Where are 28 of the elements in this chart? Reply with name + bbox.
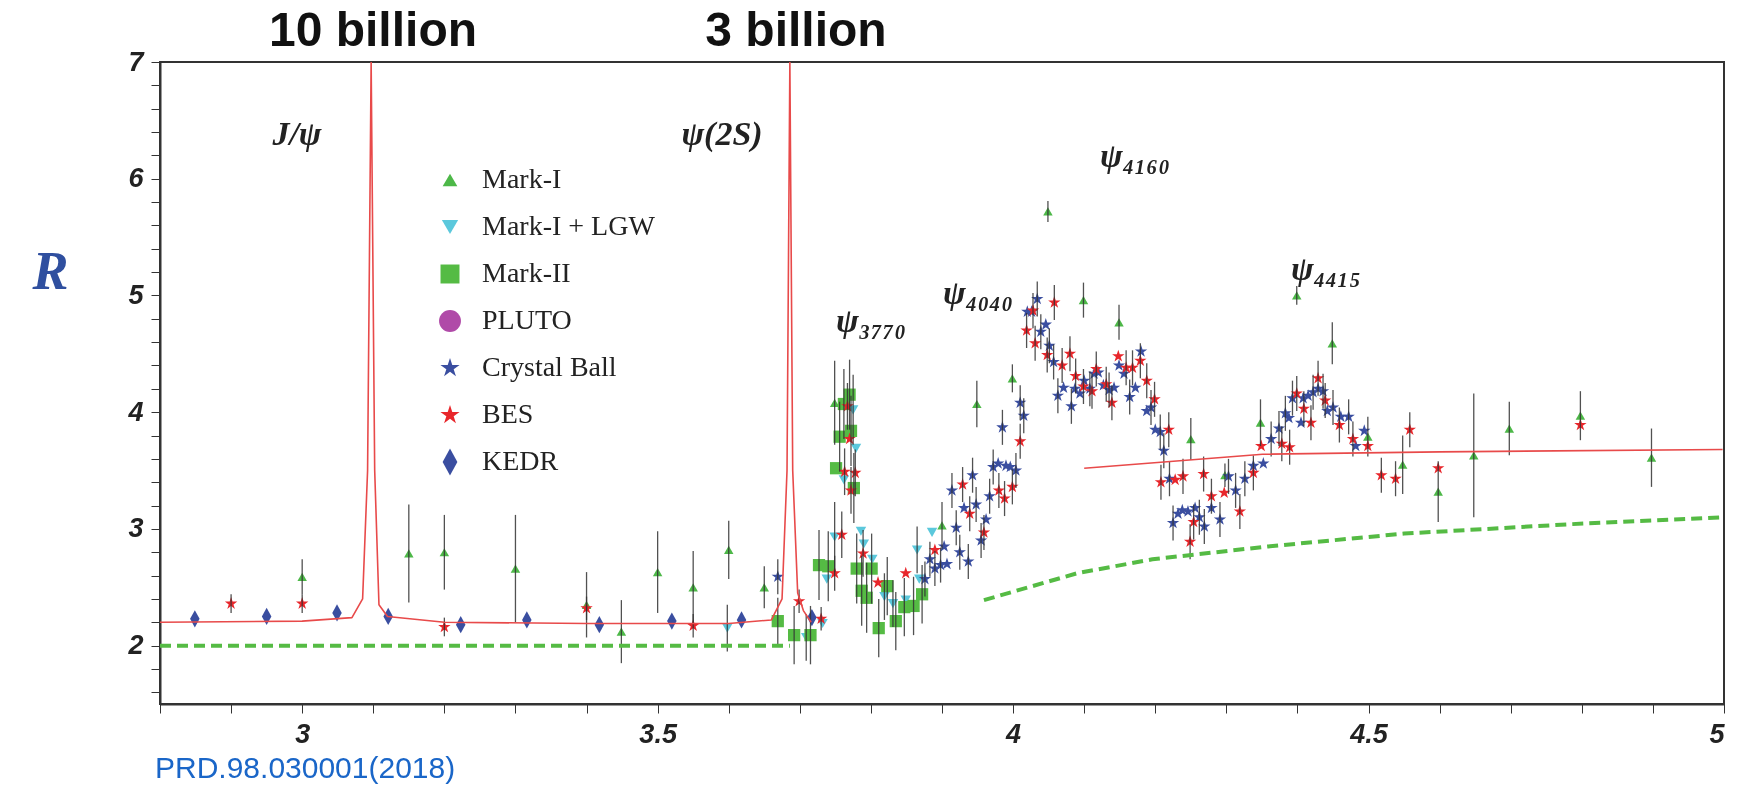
text: 3 billion (705, 3, 887, 56)
y-tick-label: 3 (128, 513, 144, 544)
y-tick-label: 5 (128, 279, 145, 310)
text: PRD.98.030001(2018) (155, 751, 456, 784)
legend-label: Mark-I (482, 163, 562, 194)
x-tick-label: 4 (1005, 718, 1022, 749)
legend-label: KEDR (482, 445, 559, 476)
annotation: ψ₃₇₇₀ (835, 302, 907, 339)
y-axis-title: R (31, 241, 69, 302)
legend-label: Mark-I + LGW (482, 210, 656, 241)
legend-label: BES (482, 398, 534, 429)
legend-label: Crystal Ball (482, 351, 617, 382)
annotation: ψ₄₀₄₀ (942, 274, 1014, 311)
annotation: J/ψ (271, 115, 322, 152)
y-tick-label: 2 (127, 630, 144, 661)
x-tick-label: 5 (1709, 718, 1726, 749)
x-tick-label: 4.5 (1349, 718, 1389, 749)
annotation: ψ₄₁₆₀ (1099, 137, 1171, 174)
annotation: ψ₄₄₁₅ (1290, 250, 1362, 287)
x-tick-label: 3 (295, 718, 311, 749)
legend-label: PLUTO (482, 304, 572, 335)
text: 10 billion (268, 3, 478, 56)
annotation: ψ(2S) (681, 115, 763, 153)
y-tick-label: 6 (128, 163, 145, 194)
x-tick-label: 3.5 (639, 718, 678, 749)
legend-label: Mark-II (482, 257, 571, 288)
y-tick-label: 7 (128, 46, 146, 77)
y-tick-label: 4 (127, 396, 144, 427)
